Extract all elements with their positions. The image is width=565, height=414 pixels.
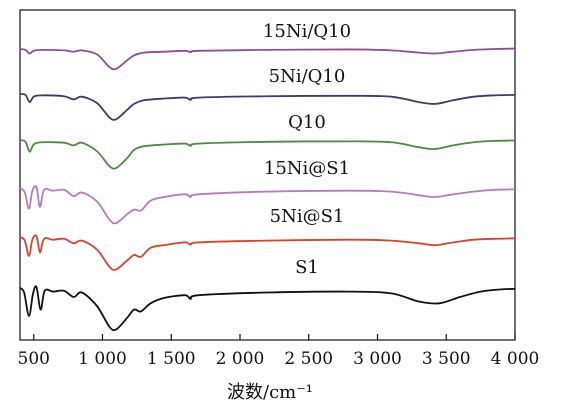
x-tick-label: 500 (18, 349, 50, 369)
series-line (19, 139, 516, 170)
series-line (19, 185, 516, 225)
series-line (19, 93, 516, 121)
series-line (19, 234, 516, 271)
x-axis-label: 波数/cm⁻¹ (227, 382, 313, 403)
x-tick-label: 3 500 (422, 349, 471, 369)
series-line (19, 285, 516, 332)
series-label: 15Ni@S1 (264, 158, 350, 179)
x-tick-label: 1 500 (147, 349, 196, 369)
series-label: Q10 (288, 112, 326, 133)
series-label: S1 (295, 257, 319, 278)
series-line (19, 47, 516, 71)
plot-frame (19, 9, 516, 341)
x-axis: 500 1 000 1 500 2 000 2 500 3 000 3 500 4 000 (18, 334, 540, 369)
series-label: 5Ni@S1 (270, 206, 345, 227)
series-label: 5Ni/Q10 (269, 66, 346, 87)
x-tick-label: 3 000 (353, 349, 402, 369)
x-tick-label: 2 000 (216, 349, 265, 369)
series-curves (19, 47, 516, 332)
x-tick-label: 1 000 (78, 349, 127, 369)
x-tick-label: 4 000 (491, 349, 540, 369)
series-labels: 15Ni/Q10 5Ni/Q10 Q10 15Ni@S1 5Ni@S1 S1 (263, 21, 351, 278)
x-tick-label: 2 500 (284, 349, 333, 369)
series-label: 15Ni/Q10 (263, 21, 351, 42)
